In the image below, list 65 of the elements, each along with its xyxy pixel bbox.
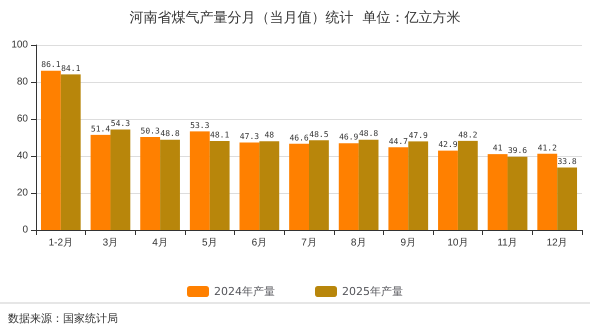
data-label: 44.7 xyxy=(388,136,408,146)
bar xyxy=(240,142,260,230)
data-label: 47.3 xyxy=(240,132,260,141)
bar xyxy=(289,144,309,230)
legend-label: 2025年产量 xyxy=(342,285,403,298)
data-label: 48.8 xyxy=(160,129,180,138)
data-label: 46.9 xyxy=(339,132,359,142)
data-label: 51.4 xyxy=(90,124,110,134)
x-tick-label: 8月 xyxy=(350,238,366,248)
source-note: 数据来源：国家统计局 xyxy=(8,312,118,325)
y-tick-label: 40 xyxy=(16,150,28,162)
bar xyxy=(488,154,508,230)
bar xyxy=(210,141,230,230)
x-tick-label: 9月 xyxy=(400,238,416,248)
bar xyxy=(358,140,378,230)
data-label: 84.1 xyxy=(61,64,81,73)
x-tick-label: 4月 xyxy=(152,238,168,248)
bar xyxy=(388,147,408,230)
bar xyxy=(40,70,61,230)
x-tick-label: 3月 xyxy=(102,238,118,248)
y-tick-label: 20 xyxy=(16,188,28,198)
bar xyxy=(190,131,210,230)
data-label: 48.5 xyxy=(309,130,329,139)
data-label: 48.1 xyxy=(210,130,230,140)
x-tick-label: 6月 xyxy=(252,238,268,248)
data-label: 41 xyxy=(492,144,503,153)
chart-title: 河南省煤气产量分月（当月值）统计 单位：亿立方米 xyxy=(130,10,460,26)
bar xyxy=(408,141,428,230)
data-label: 48 xyxy=(264,130,274,140)
x-tick-label: 10月 xyxy=(447,238,468,248)
bar xyxy=(557,167,578,230)
x-tick-label: 11月 xyxy=(497,238,518,248)
data-label: 50.3 xyxy=(140,126,160,136)
y-tick-label: 100 xyxy=(11,40,28,50)
data-label: 46.6 xyxy=(289,133,309,142)
y-tick-label: 0 xyxy=(22,224,28,236)
x-tick-label: 5月 xyxy=(202,238,218,248)
bar xyxy=(438,150,458,230)
data-label: 86.1 xyxy=(41,60,61,70)
data-label: 33.8 xyxy=(557,156,577,166)
data-label: 54.3 xyxy=(110,119,130,128)
bar xyxy=(90,134,110,230)
data-label: 41.2 xyxy=(538,143,558,152)
x-tick-label: 1-2月 xyxy=(48,238,74,248)
bar xyxy=(140,136,160,230)
data-label: 47.9 xyxy=(408,130,428,140)
data-label: 48.2 xyxy=(458,130,478,140)
bar xyxy=(160,140,180,230)
data-label: 39.6 xyxy=(508,146,528,156)
bar xyxy=(508,156,528,230)
x-tick-label: 12月 xyxy=(546,238,568,248)
bar xyxy=(110,130,130,230)
bar xyxy=(458,140,478,230)
bar xyxy=(537,154,558,230)
bar xyxy=(338,143,359,230)
data-label: 42.9 xyxy=(438,140,458,150)
data-label: 53.3 xyxy=(190,120,210,130)
data-label: 48.8 xyxy=(358,129,378,138)
bar xyxy=(309,140,329,230)
bar xyxy=(259,141,280,230)
y-tick-label: 60 xyxy=(16,114,28,124)
legend-label: 2024年产量 xyxy=(214,285,276,298)
x-tick-label: 7月 xyxy=(301,238,317,248)
bar xyxy=(60,74,81,230)
y-tick-label: 80 xyxy=(16,76,28,88)
